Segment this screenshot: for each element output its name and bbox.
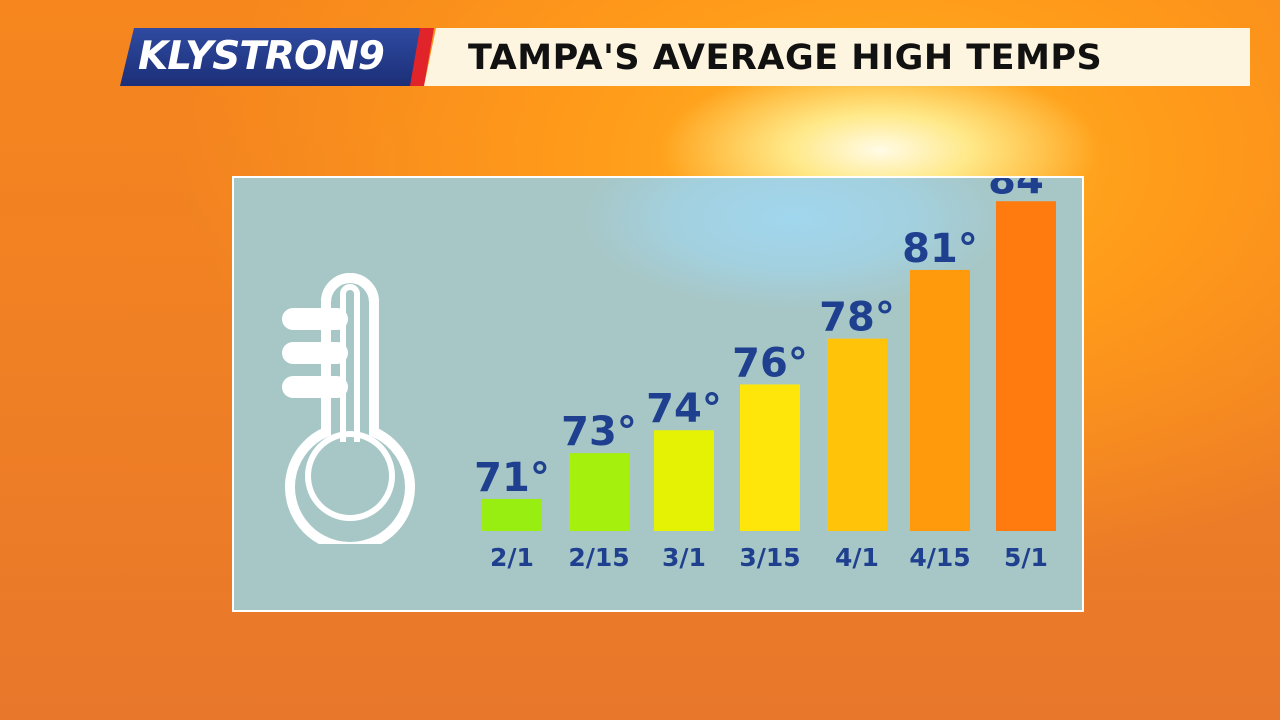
bar-value-label: 73° — [561, 409, 637, 455]
category-label: 3/1 — [662, 543, 706, 572]
bar-5-1 — [996, 201, 1056, 532]
bar-2-15 — [569, 453, 629, 531]
bar-value-label: 71° — [474, 455, 550, 501]
chart-panel: 71° 2/1 73° 2/15 74° 3/1 76° 3/15 78° 4/1 81° 4/15 8… — [232, 176, 1084, 612]
bar-value-label: 78° — [819, 295, 895, 341]
bar-4-1 — [827, 338, 887, 531]
category-label: 4/1 — [835, 543, 879, 572]
category-label: 5/1 — [1004, 543, 1048, 572]
thermometer-icon — [282, 273, 415, 544]
logo-text: KLYSTRON9 — [138, 34, 385, 79]
category-label: 3/15 — [739, 543, 800, 572]
bar-chart: 71° 2/1 73° 2/15 74° 3/1 76° 3/15 78° 4/1 81° 4/15 8… — [474, 178, 1064, 572]
station-logo: KLYSTRON9 — [120, 28, 430, 86]
title-bar: TAMPA'S AVERAGE HIGH TEMPS — [424, 28, 1250, 86]
category-label: 2/1 — [490, 543, 534, 572]
page-title: TAMPA'S AVERAGE HIGH TEMPS — [468, 38, 1103, 78]
category-label: 2/15 — [568, 543, 629, 572]
bar-value-label: 76° — [732, 340, 808, 386]
bar-3-1 — [654, 430, 714, 531]
bar-value-label: 84° — [988, 178, 1064, 203]
category-label: 4/15 — [909, 543, 970, 572]
header-banner: KLYSTRON9 TAMPA'S AVERAGE HIGH TEMPS — [120, 28, 1250, 86]
bar-2-1 — [482, 498, 542, 531]
bar-3-15 — [740, 384, 800, 531]
bar-4-15 — [910, 269, 970, 531]
bar-value-label: 81° — [902, 226, 978, 272]
bar-value-label: 74° — [646, 386, 722, 432]
